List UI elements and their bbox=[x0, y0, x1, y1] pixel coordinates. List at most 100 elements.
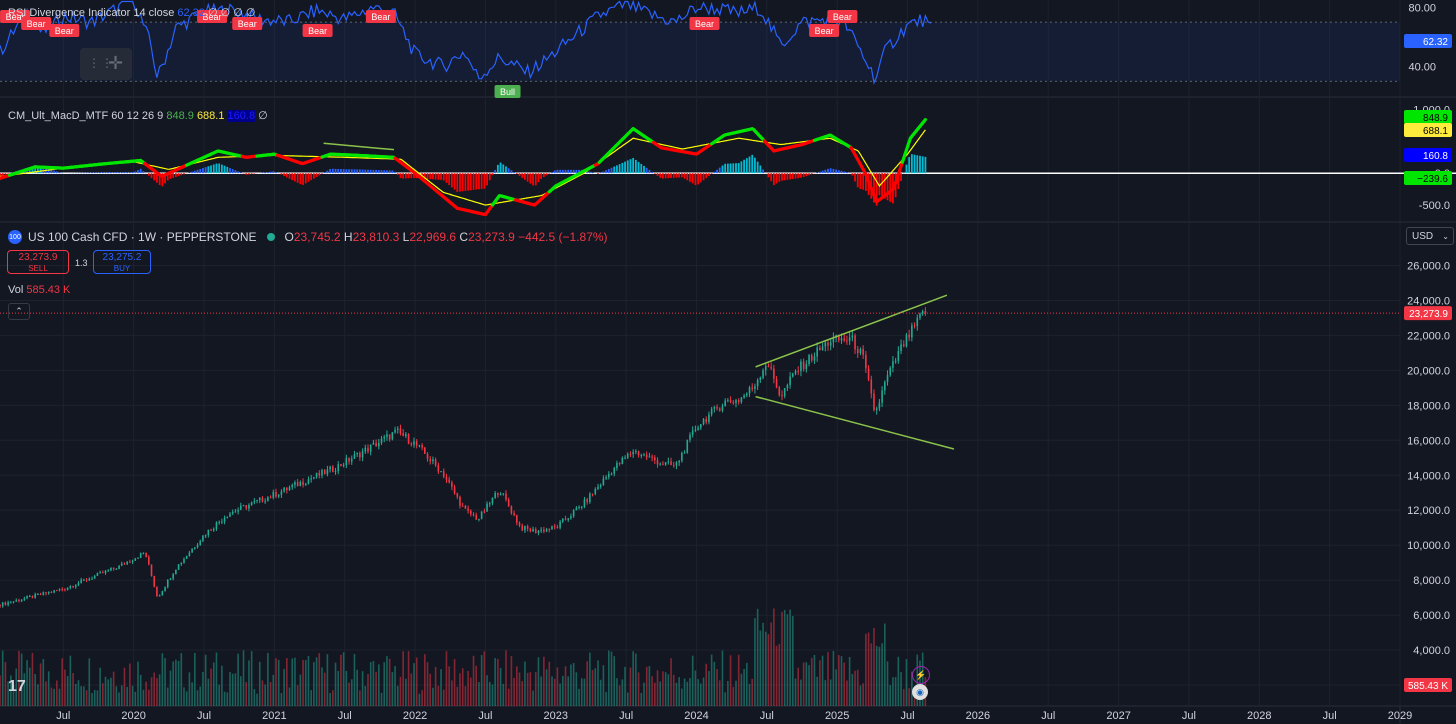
volume-bar bbox=[507, 688, 510, 706]
candle-body bbox=[426, 453, 429, 459]
volume-bar bbox=[648, 666, 651, 706]
volume-bar bbox=[26, 660, 28, 706]
time-axis-label: 2026 bbox=[966, 710, 990, 722]
tradingview-logo-icon[interactable]: 17 bbox=[8, 678, 26, 695]
candle-body bbox=[407, 434, 410, 444]
macd-histogram-bar bbox=[732, 163, 735, 174]
macd-histogram-bar bbox=[456, 173, 459, 192]
volume-bar bbox=[272, 674, 275, 706]
macd-histogram-bar bbox=[507, 168, 510, 174]
macd-histogram-bar bbox=[329, 169, 332, 174]
volume-bar bbox=[334, 662, 337, 706]
rsi-legend[interactable]: RSI Divergence Indicator 14 close 62.32 … bbox=[8, 6, 255, 19]
candle-body bbox=[691, 430, 694, 435]
candle-body bbox=[521, 525, 524, 531]
symbol-legend[interactable]: 100 US 100 Cash CFD · 1W · PEPPERSTONE O… bbox=[8, 229, 608, 245]
buy-button[interactable]: 23,275.2 BUY bbox=[93, 250, 151, 274]
candle-body bbox=[694, 429, 697, 431]
candle-body bbox=[513, 513, 515, 516]
volume-bar bbox=[453, 659, 456, 706]
rsi-axis-label: 40.00 bbox=[1408, 61, 1436, 73]
macd-legend[interactable]: CM_Ult_MacD_MTF 60 12 26 9 848.9 688.1 1… bbox=[8, 109, 268, 122]
candle-body bbox=[334, 471, 337, 473]
candle-body bbox=[318, 472, 321, 476]
candle-body bbox=[383, 436, 386, 439]
macd-histogram-bar bbox=[856, 173, 859, 188]
macd-histogram-bar bbox=[616, 165, 618, 174]
macd-histogram-bar bbox=[350, 169, 353, 174]
volume-bar bbox=[659, 681, 662, 706]
candle-body bbox=[245, 505, 248, 509]
candle-body bbox=[764, 366, 767, 371]
candle-body bbox=[559, 521, 561, 528]
macd-histogram-bar bbox=[302, 173, 304, 185]
us-flag-icon[interactable]: ◉ bbox=[912, 684, 928, 700]
macd-histogram-bar bbox=[139, 168, 142, 174]
macd-histogram-bar bbox=[158, 173, 161, 186]
bear-label-bg bbox=[197, 10, 228, 23]
candle-body bbox=[153, 575, 156, 587]
macd-histogram-bar bbox=[475, 173, 478, 190]
macd-histogram-bar bbox=[710, 173, 713, 174]
candle-body bbox=[548, 529, 551, 531]
volume-bar bbox=[413, 663, 415, 706]
macd-histogram-bar bbox=[800, 173, 802, 178]
macd-histogram-bar bbox=[786, 173, 789, 180]
candle-body bbox=[656, 460, 659, 465]
volume-bar bbox=[142, 689, 145, 706]
candle-body bbox=[375, 442, 377, 447]
collapse-legend-button[interactable]: ⌃ bbox=[8, 303, 30, 320]
macd-histogram-bar bbox=[391, 170, 394, 174]
currency-selector[interactable]: USD ⌄ bbox=[1406, 227, 1454, 245]
candle-body bbox=[158, 595, 161, 597]
candle-body bbox=[567, 518, 570, 520]
candle-body bbox=[783, 388, 786, 396]
volume-bar bbox=[905, 659, 908, 706]
candle-body bbox=[237, 509, 239, 512]
volume-bar bbox=[93, 689, 96, 706]
symbol-title[interactable]: US 100 Cash CFD · 1W · PEPPERSTONE bbox=[28, 230, 257, 244]
candle-body bbox=[288, 487, 291, 490]
lightning-icon[interactable]: ⚡ bbox=[912, 666, 930, 684]
candle-body bbox=[218, 521, 220, 523]
bear-label: Bear bbox=[27, 19, 46, 29]
volume-bar bbox=[80, 686, 82, 706]
candle-body bbox=[240, 505, 242, 510]
candle-body bbox=[510, 506, 513, 514]
volume-bar bbox=[851, 673, 854, 706]
candle-body bbox=[808, 355, 810, 364]
macd-histogram-bar bbox=[188, 172, 191, 174]
volume-bar bbox=[69, 655, 72, 706]
volume-bar bbox=[862, 683, 864, 706]
volume-bar bbox=[870, 643, 873, 706]
macd-histogram-bar bbox=[245, 173, 248, 175]
bear-label-bg bbox=[365, 10, 396, 23]
volume-bar bbox=[691, 655, 694, 706]
rsi-badge-text: 62.32 bbox=[1423, 37, 1448, 48]
macd-histogram-bar bbox=[469, 173, 472, 191]
bear-label-bg bbox=[809, 24, 840, 37]
volume-bar bbox=[361, 671, 364, 706]
macd-histogram-bar bbox=[846, 172, 848, 174]
macd-value-blue: 160.8 bbox=[227, 110, 256, 122]
macd-histogram-bar bbox=[767, 173, 770, 178]
volume-bar bbox=[886, 661, 889, 706]
candle-body bbox=[865, 354, 867, 369]
macd-histogram-bar bbox=[394, 171, 396, 174]
candle-body bbox=[889, 367, 892, 376]
candle-body bbox=[321, 469, 323, 476]
drag-handle[interactable]: ⋮⋮ ✛ bbox=[80, 48, 132, 80]
volume-legend[interactable]: Vol 585.43 K bbox=[8, 284, 70, 296]
macd-histogram-bar bbox=[272, 171, 275, 174]
volume-bar bbox=[348, 682, 350, 706]
candle-body bbox=[405, 434, 407, 436]
macd-histogram-bar bbox=[413, 173, 415, 179]
macd-histogram-bar bbox=[694, 173, 697, 186]
macd-histogram-bar bbox=[797, 173, 800, 179]
sell-button[interactable]: 23,273.9 SELL bbox=[7, 250, 69, 274]
macd-histogram-bar bbox=[735, 163, 737, 174]
volume-bar bbox=[405, 678, 407, 706]
volume-bar bbox=[529, 672, 532, 706]
macd-histogram-bar bbox=[304, 173, 307, 184]
